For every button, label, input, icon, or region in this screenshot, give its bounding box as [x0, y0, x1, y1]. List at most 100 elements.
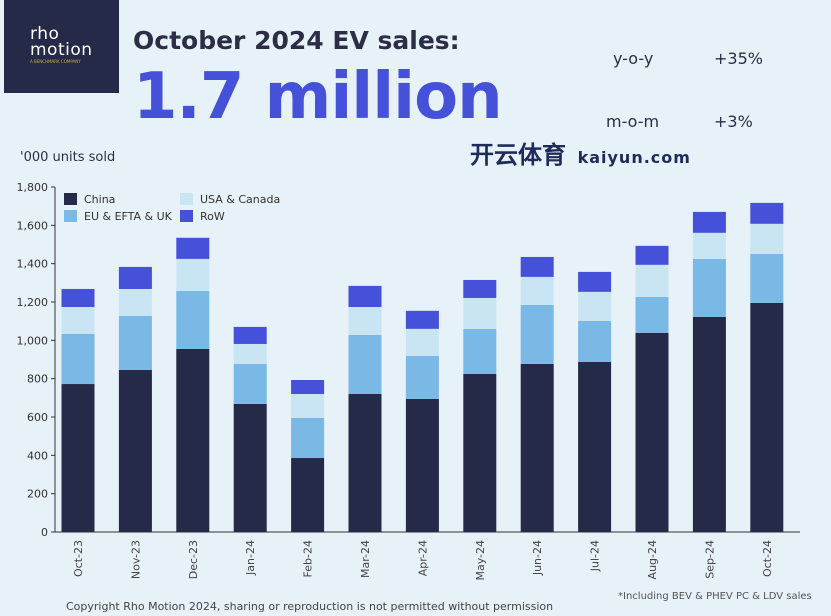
x-tick-label: Jul-24	[589, 540, 602, 572]
y-tick-label: 200	[27, 488, 48, 501]
headline-value: 1.7 million	[133, 60, 503, 134]
legend-swatch	[180, 193, 193, 205]
bar-china	[578, 361, 612, 532]
bar-usa-canada	[291, 394, 325, 418]
bar-eu-efta-uk	[463, 328, 497, 374]
logo-line1: rho	[30, 24, 60, 44]
bar-usa-canada	[635, 264, 669, 297]
legend-label: RoW	[200, 210, 225, 223]
x-tick-label: Apr-24	[416, 540, 429, 576]
bar-eu-efta-uk	[405, 355, 439, 399]
copyright: Copyright Rho Motion 2024, sharing or re…	[66, 600, 554, 613]
bar-china	[750, 302, 784, 532]
bar-china	[291, 458, 325, 532]
mom-label: m-o-m	[606, 112, 660, 131]
y-tick-label: 800	[27, 373, 48, 386]
bar-usa-canada	[118, 288, 152, 316]
bar-eu-efta-uk	[578, 320, 612, 362]
mom-value: +3%	[714, 112, 753, 131]
x-tick-label: Sep-24	[703, 540, 716, 579]
bar-usa-canada	[348, 306, 382, 335]
bar-eu-efta-uk	[176, 290, 210, 349]
y-tick-label: 400	[27, 449, 48, 462]
yoy-label: y-o-y	[613, 49, 654, 68]
bar-usa-canada	[750, 223, 784, 254]
yoy-value: +35%	[714, 49, 763, 68]
bar-china	[61, 384, 95, 532]
bar-china	[635, 332, 669, 532]
x-tick-label: Nov-23	[129, 540, 142, 579]
page-title: October 2024 EV sales:	[133, 26, 460, 55]
bar-row	[692, 211, 726, 233]
y-tick-label: 1,200	[17, 296, 49, 309]
x-tick-label: Jan-24	[244, 540, 257, 576]
watermark: 开云体育 kaiyun.com	[470, 142, 691, 168]
x-tick-label: Oct-24	[761, 540, 774, 577]
bar-usa-canada	[463, 297, 497, 329]
bar-eu-efta-uk	[692, 258, 726, 317]
bar-row	[635, 245, 669, 265]
bar-china	[463, 373, 497, 532]
x-tick-label: Oct-23	[72, 540, 85, 577]
bar-china	[348, 394, 382, 532]
x-tick-label: Mar-24	[359, 540, 372, 578]
bar-row	[176, 237, 210, 259]
bar-row	[61, 288, 95, 307]
legend-swatch	[64, 210, 77, 222]
y-tick-label: 1,800	[17, 181, 49, 194]
bar-row	[750, 202, 784, 224]
bar-eu-efta-uk	[348, 334, 382, 394]
bar-row	[291, 380, 325, 394]
bar-usa-canada	[176, 258, 210, 291]
bar-china	[233, 403, 267, 532]
y-axis-label: '000 units sold	[20, 150, 116, 165]
logo-tagline: A BENCHMARK COMPANY	[30, 59, 81, 64]
y-tick-label: 600	[27, 411, 48, 424]
footnote: *Including BEV & PHEV PC & LDV sales	[618, 591, 812, 602]
legend-swatch	[180, 210, 193, 222]
x-tick-label: Dec-23	[187, 540, 200, 579]
x-tick-label: May-24	[474, 540, 487, 581]
bar-usa-canada	[233, 343, 267, 364]
bar-row	[405, 310, 439, 329]
watermark-url: kaiyun.com	[577, 148, 691, 167]
watermark-text: 开云体育	[470, 141, 566, 169]
bar-usa-canada	[405, 328, 439, 356]
bar-usa-canada	[520, 276, 554, 305]
legend-label: China	[84, 193, 115, 206]
bar-china	[118, 369, 152, 532]
bar-eu-efta-uk	[750, 253, 784, 303]
bar-eu-efta-uk	[118, 315, 152, 370]
legend-swatch	[64, 193, 77, 205]
bar-usa-canada	[578, 291, 612, 321]
bar-eu-efta-uk	[291, 417, 325, 459]
legend-label: EU & EFTA & UK	[84, 210, 173, 223]
x-tick-label: Jun-24	[531, 540, 544, 576]
bar-row	[463, 279, 497, 298]
legend-label: USA & Canada	[200, 193, 280, 206]
bar-china	[520, 363, 554, 532]
x-tick-label: Feb-24	[302, 540, 315, 577]
bar-eu-efta-uk	[520, 304, 554, 364]
bar-row	[348, 285, 382, 307]
bar-eu-efta-uk	[61, 333, 95, 385]
y-tick-label: 1,600	[17, 219, 49, 232]
y-tick-label: 0	[41, 526, 48, 539]
bar-eu-efta-uk	[233, 363, 267, 404]
bar-china	[176, 348, 210, 532]
bar-row	[233, 326, 267, 344]
bar-row	[118, 266, 152, 289]
bar-china	[405, 398, 439, 532]
y-tick-label: 1,400	[17, 258, 49, 271]
bar-eu-efta-uk	[635, 296, 669, 333]
bar-usa-canada	[692, 232, 726, 259]
bar-china	[692, 316, 726, 532]
rho-motion-logo: rho motion A BENCHMARK COMPANY	[4, 0, 119, 93]
x-tick-label: Aug-24	[646, 540, 659, 579]
logo-line2: motion	[30, 40, 93, 60]
bar-usa-canada	[61, 306, 95, 334]
y-tick-label: 1,000	[17, 334, 49, 347]
bar-row	[578, 271, 612, 292]
